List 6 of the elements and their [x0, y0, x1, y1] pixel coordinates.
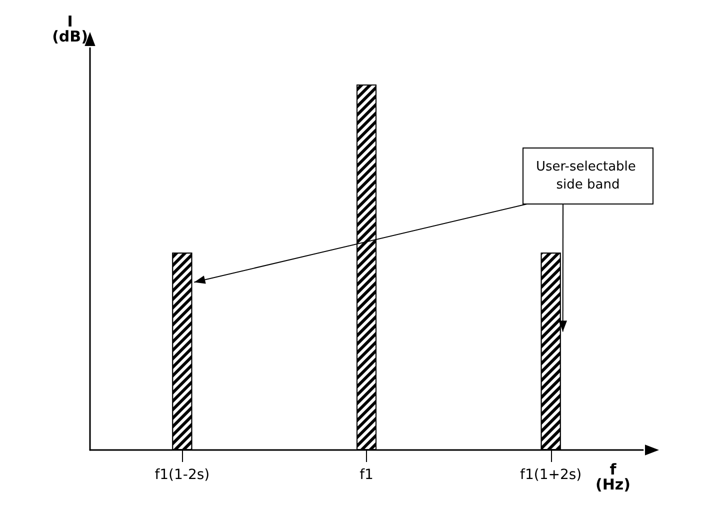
y-axis-title: I (dB)	[52, 12, 88, 46]
x-tick-label: f1(1+2s)	[520, 467, 582, 483]
annotation: User-selectable side band	[536, 160, 640, 192]
x-tick-label: f1(1-2s)	[154, 467, 210, 483]
x-axis-title: f (Hz)	[596, 460, 630, 494]
x-tick-label: f1	[360, 467, 374, 483]
